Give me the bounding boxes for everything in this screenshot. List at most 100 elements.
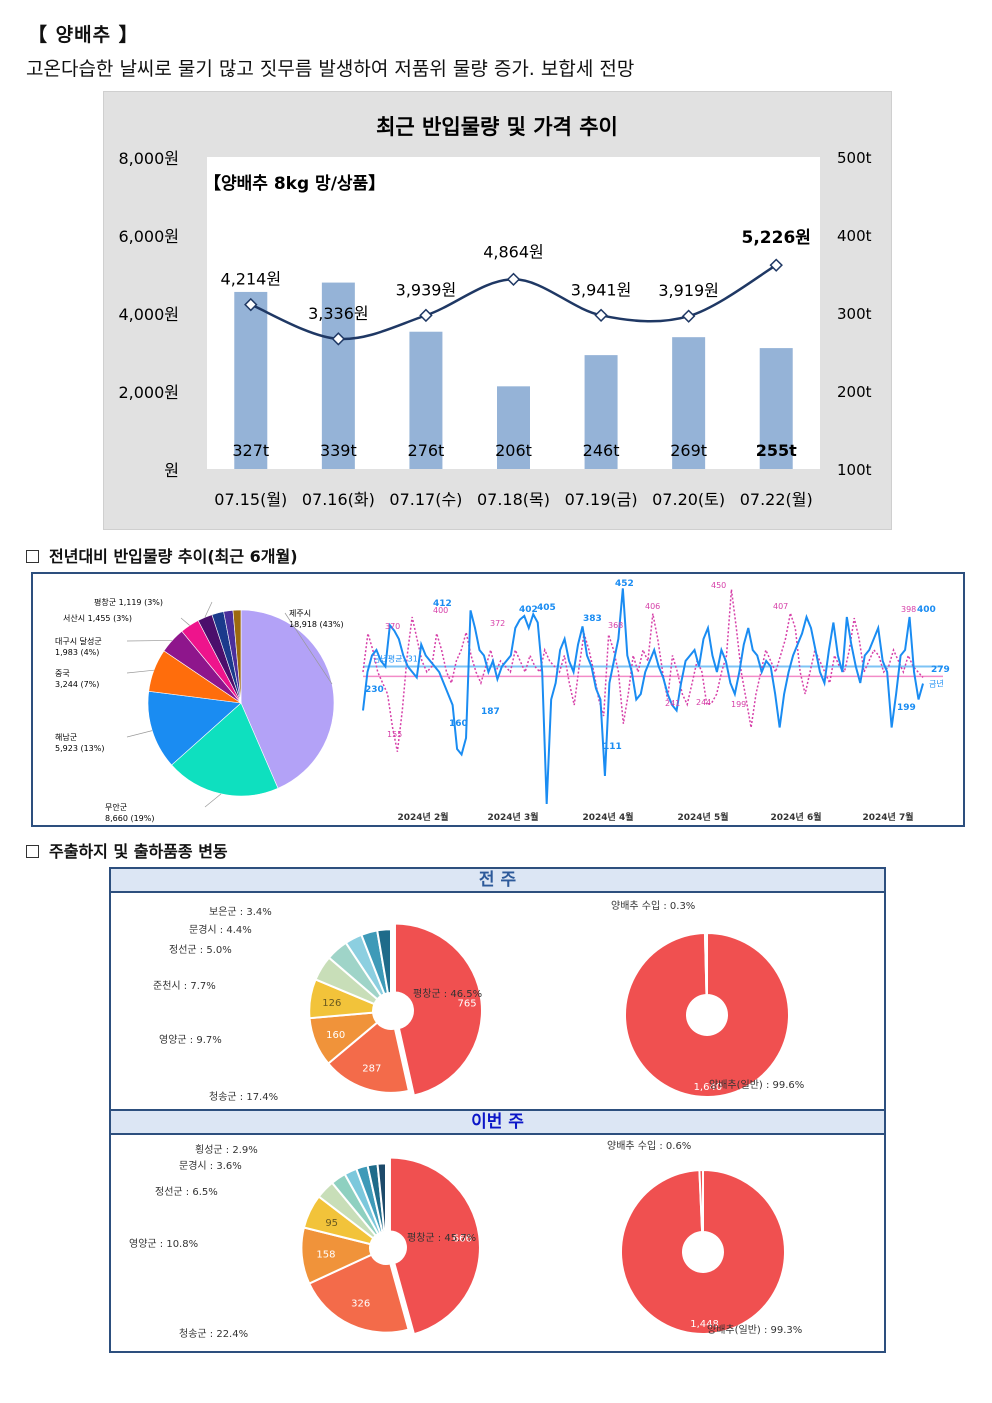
- donut-slice-label: 준천시 : 7.7%: [153, 980, 216, 992]
- donut-slice-label: 양배추 수입 : 0.6%: [607, 1139, 691, 1152]
- average-label: 금년평균: 31: [373, 654, 418, 664]
- donut-slice-label: 청송군 : 17.4%: [209, 1091, 278, 1103]
- donut-slice-label: 횡성군 : 2.9%: [195, 1144, 258, 1156]
- chart-title: 최근 반입물량 및 가격 추이: [376, 115, 618, 139]
- shipping-panel: 전 주 765 287 160 126 1,640 평창군 : 46.5% 청송군 : 17…: [109, 867, 886, 1353]
- donut-value-label: 158: [316, 1250, 335, 1261]
- donut-slice: [376, 1162, 387, 1234]
- donut-slice: [698, 1168, 704, 1234]
- pie-slice-value-label: 18,918 (43%): [289, 620, 344, 629]
- previous-year-point-label: 406: [645, 602, 660, 611]
- previous-year-point-label: 400: [433, 606, 448, 615]
- donut-slice-label: 정선군 : 6.5%: [155, 1186, 218, 1198]
- pie-leader-line: [126, 640, 173, 642]
- volume-bar-label: 255t: [756, 441, 797, 460]
- previous-week-charts: 765 287 160 126 1,640 평창군 : 46.5% 청송군 : 17.4% 영…: [153, 899, 804, 1103]
- price-label: 3,939원: [396, 280, 457, 299]
- y-left-tick-label: 8,000원: [118, 149, 179, 168]
- donut-value-label: 1,448: [690, 1319, 719, 1330]
- origin-share-pie: 제주시 18,918 (43%) 무안군 8,660 (19%) 해남군 5,923 (1…: [55, 597, 344, 823]
- current-year-point-label: 405: [537, 603, 556, 613]
- y-right-tick-label: 300t: [837, 305, 872, 323]
- pie-slice-value-label: 5,923 (13%): [55, 744, 104, 753]
- previous-year-point-label: 244: [696, 698, 711, 707]
- pie-slice-name-label: 평창군 1,119 (3%): [94, 597, 163, 607]
- price-point: [769, 258, 783, 272]
- shipping-section-heading: 주출하지 및 출하품종 변동: [26, 838, 228, 862]
- chart-subtitle: 【양배추 8kg 망/상품】: [204, 173, 385, 194]
- current-year-point-label: 230: [365, 685, 384, 695]
- square-bullet-icon: [26, 845, 39, 858]
- volume-bar: [409, 331, 443, 469]
- x-tick-label: 2024년 5월: [677, 811, 728, 823]
- x-tick-label: 07.17(수): [389, 490, 462, 509]
- price-volume-chart-panel: 최근 반입물량 및 가격 추이 【양배추 8kg 망/상품】 원 2,000원 4,…: [103, 91, 892, 530]
- donut-slice: [376, 928, 392, 995]
- current-year-point-label: 279: [931, 665, 950, 675]
- pie-slice-value-label: 1,983 (4%): [55, 648, 99, 657]
- price-label: 4,214원: [221, 270, 282, 289]
- pie-slice-name-label: 해남군: [55, 732, 77, 742]
- current-year-point-label: 402: [519, 605, 538, 615]
- current-year-point-label: 199: [897, 703, 916, 713]
- donut-slice: [624, 931, 790, 1098]
- previous-year-point-label: 155: [387, 730, 402, 739]
- x-tick-label: 2024년 6월: [770, 811, 821, 823]
- legend-label: 금년: [929, 679, 944, 689]
- donut-slice: [393, 922, 483, 1097]
- previous-year-point-label: 372: [490, 619, 505, 628]
- donut-slice-label: 정선군 : 5.0%: [169, 944, 232, 956]
- x-tick-label: 2024년 3월: [487, 811, 538, 823]
- previous-year-point-label: 398: [901, 605, 916, 614]
- volume-bar: [321, 282, 355, 469]
- price-point: [681, 309, 696, 323]
- previous-year-point-label: 241: [665, 699, 680, 708]
- y-right-tick-label: 400t: [837, 227, 872, 245]
- y-left-tick-label: 4,000원: [118, 305, 179, 324]
- donut-value-label: 95: [325, 1218, 338, 1229]
- donut-slice-label: 청송군 : 22.4%: [179, 1328, 248, 1340]
- pie-slice-name-label: 대구시 달성군: [55, 637, 102, 646]
- volume-bar-label: 276t: [408, 441, 445, 460]
- donut-slice: [326, 1021, 411, 1094]
- donut-slice-label: 영양군 : 9.7%: [159, 1034, 222, 1046]
- donut-slice: [307, 1253, 410, 1334]
- pie-slice: [171, 702, 279, 797]
- donut-slice-label: 문경시 : 4.4%: [189, 923, 252, 936]
- y-right-tick-label: 100t: [837, 461, 872, 479]
- donut-slice: [703, 931, 708, 997]
- pie-slice-value-label: 8,660 (19%): [105, 814, 154, 823]
- donut-value-label: 1,640: [694, 1082, 723, 1093]
- previous-year-point-label: 199: [731, 700, 746, 709]
- donut-slice-label: 양배추 수입 : 0.3%: [611, 899, 695, 912]
- donut-slice-label: 양배추(일반) : 99.3%: [707, 1324, 802, 1336]
- x-tick-label: 07.22(월): [740, 490, 813, 509]
- previous-year-point-label: 407: [773, 602, 788, 611]
- donut-value-label: 326: [351, 1299, 370, 1310]
- donut-slice-label: 평창군 : 46.5%: [413, 988, 482, 1000]
- series-line: [362, 588, 924, 805]
- volume-bar-label: 269t: [670, 441, 707, 460]
- donut-value-label: 160: [326, 1030, 345, 1041]
- x-tick-label: 07.18(목): [477, 490, 550, 509]
- price-label: 3,919원: [658, 281, 719, 300]
- donut-slice-label: 영양군 : 10.8%: [129, 1238, 198, 1250]
- price-label: 3,941원: [571, 280, 632, 299]
- donut-slice-label: 양배추(일반) : 99.6%: [709, 1079, 804, 1091]
- current-year-point-label: 160: [449, 719, 468, 729]
- donut-value-label: 765: [457, 999, 476, 1010]
- previous-year-point-label: 370: [385, 622, 400, 631]
- square-bullet-icon: [26, 550, 39, 563]
- yoy-panel: 제주시 18,918 (43%) 무안군 8,660 (19%) 해남군 5,923 (1…: [31, 572, 965, 827]
- current-year-point-label: 187: [481, 707, 500, 717]
- donut-slice: [388, 1156, 481, 1336]
- pie-leader-line: [204, 793, 222, 808]
- price-point: [594, 308, 608, 323]
- volume-bar-label: 206t: [495, 441, 532, 460]
- series-line: [362, 589, 924, 752]
- current-year-point-label: 400: [917, 605, 936, 615]
- volume-bar-label: 327t: [232, 441, 269, 460]
- pie-leader-line: [180, 617, 190, 626]
- price-label: 4,864원: [483, 242, 544, 261]
- pie-slice: [147, 690, 242, 766]
